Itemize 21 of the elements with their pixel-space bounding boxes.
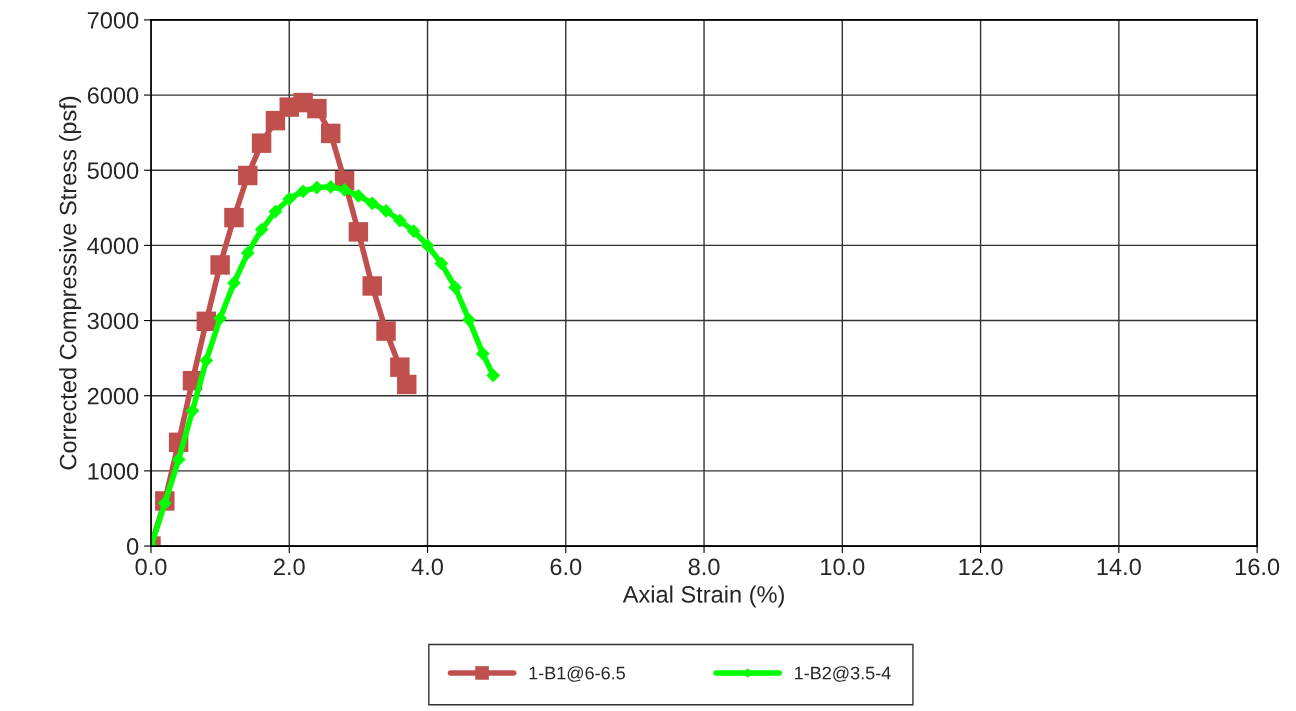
x-tick-label: 0.0 (135, 558, 167, 576)
y-axis-title: Corrected Compressive Stress (psf) (59, 96, 82, 470)
y-tick-label: 7000 (87, 11, 139, 29)
y-tick-label: 4000 (87, 237, 139, 255)
y-tick-label: 2000 (87, 387, 139, 405)
y-tick-label: 3000 (87, 312, 139, 330)
x-tick-label: 6.0 (550, 558, 582, 576)
legend-label: 1-B2@3.5-4 (795, 666, 891, 682)
legend-label: 1-B1@6-6.5 (529, 666, 625, 682)
x-tick-label: 10.0 (821, 558, 865, 576)
x-axis-title: Axial Strain (%) (622, 585, 784, 608)
x-tick-label: 16.0 (1235, 558, 1280, 576)
x-tick-label: 12.0 (959, 558, 1003, 576)
x-tick-label: 4.0 (411, 558, 444, 576)
y-tick-label: 6000 (87, 87, 139, 104)
x-tick-label: 8.0 (688, 558, 720, 576)
x-tick-label: 2.0 (274, 558, 305, 576)
y-tick-label: 1000 (88, 462, 139, 480)
y-tick-label: 0 (126, 538, 139, 555)
x-tick-label: 14.0 (1097, 558, 1141, 576)
y-tick-label: 5000 (87, 162, 139, 180)
